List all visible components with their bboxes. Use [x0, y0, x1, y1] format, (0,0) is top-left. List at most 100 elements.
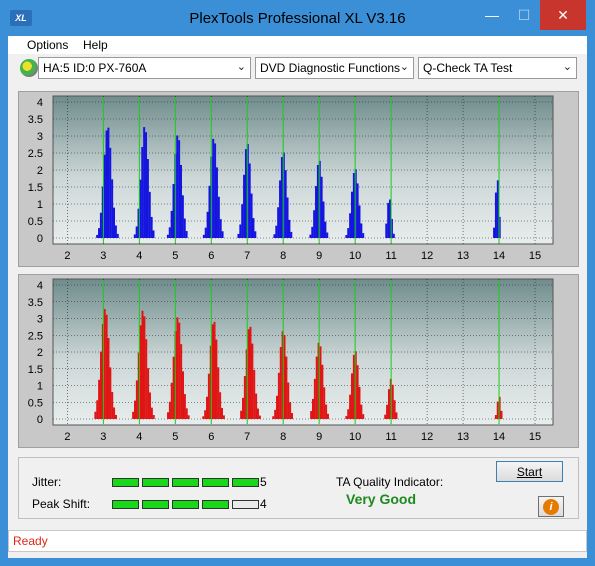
data-bar [139, 325, 142, 419]
window-title: PlexTools Professional XL V3.16 [189, 10, 406, 27]
data-bar [168, 401, 171, 419]
data-bar [152, 415, 155, 419]
data-bar [221, 231, 224, 238]
data-bar [325, 404, 328, 419]
ta-quality-label: TA Quality Indicator: [336, 475, 444, 489]
jitter-label: Jitter: [32, 475, 62, 489]
data-bar [143, 316, 146, 419]
data-bar [99, 212, 102, 238]
data-bar [392, 233, 395, 238]
data-bar [109, 147, 112, 238]
chevron-down-icon: ⌄ [236, 61, 246, 73]
close-button[interactable]: ✕ [540, 0, 586, 30]
y-tick-label: 1.5 [28, 364, 43, 376]
data-bar [277, 207, 280, 238]
data-bar [252, 218, 255, 238]
start-button-label: Start [516, 464, 543, 479]
y-tick-label: 3.5 [28, 297, 43, 309]
menu-help[interactable]: Help [83, 38, 108, 52]
data-bar [500, 410, 503, 419]
data-bar [494, 192, 497, 238]
data-bar [313, 210, 316, 238]
data-bar [498, 216, 501, 238]
data-bar [152, 230, 155, 238]
data-bar [98, 228, 101, 238]
data-bar [103, 154, 106, 238]
data-bar [251, 343, 254, 419]
data-bar [145, 132, 148, 238]
data-bar [237, 233, 240, 238]
data-bar [354, 169, 357, 238]
data-bar [103, 309, 106, 419]
data-bar [289, 402, 292, 419]
data-bar [181, 195, 184, 238]
maximize-button[interactable]: ☐ [517, 6, 531, 23]
data-bar [287, 382, 290, 419]
data-bar [496, 401, 499, 419]
test-select[interactable]: Q-Check TA Test ⌄ [418, 57, 577, 79]
y-tick-label: 1.5 [28, 182, 43, 194]
start-button[interactable]: Start [496, 461, 563, 482]
data-bar [256, 408, 259, 419]
data-bar [187, 415, 190, 419]
data-bar [249, 326, 252, 419]
data-bar [282, 152, 285, 238]
data-bar [116, 233, 119, 238]
data-bar [109, 367, 112, 419]
peak-shift-value: 4 [260, 497, 267, 511]
x-tick-label: 14 [493, 250, 505, 262]
data-bar [146, 159, 149, 238]
y-tick-label: 2 [37, 347, 43, 359]
data-bar [283, 335, 286, 419]
data-bar [176, 135, 179, 238]
minimize-button[interactable]: — [485, 7, 499, 23]
title-bar[interactable]: XL PlexTools Professional XL V3.16 — ☐ ✕ [0, 0, 595, 36]
x-tick-label: 13 [457, 250, 469, 262]
data-bar [494, 415, 497, 419]
x-tick-label: 12 [421, 250, 433, 262]
data-bar [107, 127, 110, 238]
function-select[interactable]: DVD Diagnostic Functions ⌄ [255, 57, 414, 79]
drive-select[interactable]: HA:5 ID:0 PX-760A ⌄ [38, 57, 251, 79]
data-bar [384, 414, 387, 419]
data-bar [316, 164, 319, 238]
data-bar [222, 415, 225, 419]
x-tick-label: 5 [172, 431, 178, 443]
client-area: Options Help HA:5 ID:0 PX-760A ⌄ DVD Dia… [8, 36, 587, 558]
data-bar [360, 223, 363, 238]
data-bar [183, 394, 186, 419]
data-bar [147, 368, 150, 419]
data-bar [206, 396, 209, 419]
data-bar [150, 407, 153, 419]
results-panel: Jitter: 5 Peak Shift: 4 TA Quality Indic… [18, 457, 579, 519]
x-tick-label: 6 [208, 431, 214, 443]
data-bar [148, 392, 151, 419]
data-bar [185, 408, 188, 419]
info-button[interactable]: i [538, 496, 564, 517]
data-bar [111, 392, 114, 419]
x-tick-label: 15 [529, 431, 541, 443]
data-bar [362, 414, 365, 419]
data-bar [217, 196, 220, 238]
data-bar [172, 356, 175, 419]
data-bar [323, 387, 326, 419]
menu-options[interactable]: Options [27, 38, 69, 52]
data-bar [204, 227, 207, 238]
x-tick-label: 6 [208, 250, 214, 262]
meter-segment [142, 500, 169, 509]
data-bar [217, 367, 220, 419]
y-tick-label: 4 [37, 97, 43, 109]
y-tick-label: 3 [37, 314, 43, 326]
data-bar [496, 180, 499, 238]
x-tick-label: 10 [349, 250, 361, 262]
data-bar [279, 180, 282, 238]
y-tick-label: 3.5 [28, 114, 43, 126]
data-bar [272, 416, 275, 419]
data-bar [137, 208, 140, 238]
data-bar [250, 193, 253, 238]
function-select-value: DVD Diagnostic Functions [260, 61, 401, 75]
x-tick-label: 7 [244, 431, 250, 443]
data-bar [220, 407, 223, 419]
data-bar [101, 323, 104, 419]
